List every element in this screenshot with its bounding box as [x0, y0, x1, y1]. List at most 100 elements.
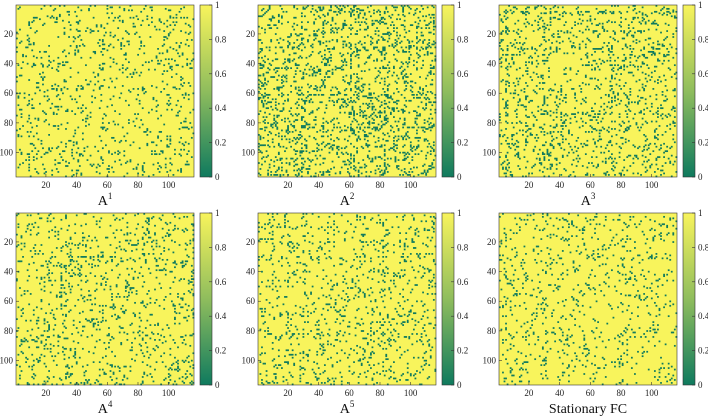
heatmap-cell: [40, 217, 43, 220]
heatmap-cell: [374, 96, 377, 99]
heatmap-cell: [581, 98, 584, 101]
heatmap-cell: [655, 48, 658, 50]
heatmap-cell: [32, 43, 35, 46]
heatmap-cell: [282, 174, 285, 176]
heatmap-cell: [57, 56, 60, 59]
heatmap-cell: [425, 107, 428, 110]
heatmap-cell: [141, 168, 144, 170]
heatmap-cell: [555, 108, 558, 111]
heatmap-cell: [186, 39, 189, 41]
heatmap-cell: [422, 129, 424, 132]
heatmap-cell: [134, 260, 136, 263]
heatmap-cell: [129, 159, 132, 161]
heatmap-cell: [368, 157, 371, 160]
heatmap-cell: [425, 104, 428, 107]
heatmap-cell: [657, 48, 659, 50]
heatmap-cell: [120, 248, 123, 251]
heatmap-cell: [383, 48, 386, 50]
heatmap-cell: [17, 64, 20, 67]
heatmap-cell: [158, 153, 161, 156]
heatmap-cell: [555, 49, 558, 52]
heatmap-cell: [169, 135, 172, 138]
heatmap-cell: [108, 151, 110, 154]
heatmap-cell: [423, 131, 426, 133]
heatmap-cell: [380, 120, 383, 123]
heatmap-cell: [350, 154, 352, 157]
heatmap-cell: [49, 279, 52, 282]
heatmap-cell: [80, 172, 83, 175]
heatmap-cell: [371, 37, 374, 40]
heatmap-cell: [325, 73, 328, 75]
heatmap-cell: [126, 221, 129, 224]
heatmap-cell: [345, 93, 348, 96]
heatmap-cell: [180, 83, 182, 86]
heatmap-cell: [299, 134, 302, 136]
heatmap-cell: [517, 33, 520, 35]
heatmap-cell: [336, 126, 339, 129]
heatmap-cell: [673, 125, 676, 127]
heatmap-cell: [75, 101, 78, 104]
heatmap-cell: [508, 5, 510, 7]
heatmap-cell: [112, 95, 115, 98]
heatmap-cell: [300, 42, 303, 44]
heatmap-cell: [541, 128, 544, 130]
heatmap-cell: [258, 148, 260, 151]
heatmap-cell: [281, 138, 283, 141]
heatmap-cell: [624, 93, 627, 96]
heatmap-cell: [181, 126, 184, 129]
heatmap-cell: [39, 102, 41, 105]
heatmap-cell: [660, 31, 662, 34]
heatmap-cell: [598, 33, 601, 35]
heatmap-cell: [515, 145, 518, 148]
heatmap-cell: [65, 264, 67, 267]
heatmap-cell: [57, 261, 60, 264]
heatmap-cell: [317, 15, 320, 18]
heatmap-cell: [644, 156, 647, 158]
heatmap-cell: [342, 160, 345, 163]
heatmap-cell: [124, 213, 127, 215]
heatmap-cell: [51, 85, 54, 87]
heatmap-cell: [572, 45, 575, 47]
heatmap-cell: [71, 285, 74, 288]
heatmap-cell: [69, 288, 72, 291]
heatmap-cell: [601, 50, 604, 53]
heatmap-cell: [343, 10, 346, 13]
heatmap-cell: [330, 24, 332, 27]
heatmap-cell: [611, 48, 613, 50]
heatmap-cell: [32, 359, 35, 362]
heatmap-cell: [307, 128, 309, 130]
heatmap-cell: [432, 67, 435, 70]
heatmap-cell: [670, 76, 673, 78]
heatmap-cell: [561, 154, 564, 157]
heatmap-cell: [403, 154, 406, 157]
heatmap-cell: [63, 353, 66, 356]
heatmap-cell: [422, 88, 424, 90]
heatmap-cell: [402, 24, 405, 27]
heatmap-cell: [357, 13, 360, 16]
heatmap-cell: [86, 27, 89, 29]
heatmap-cell: [178, 46, 181, 49]
heatmap-cell: [161, 45, 164, 47]
heatmap-cell: [655, 22, 658, 25]
heatmap-cell: [40, 342, 43, 344]
heatmap-cell: [641, 6, 644, 9]
heatmap-cell: [644, 13, 647, 16]
heatmap-cell: [69, 254, 72, 257]
heatmap-cell: [653, 131, 656, 133]
heatmap-cell: [282, 80, 285, 83]
heatmap-cell: [294, 86, 297, 89]
heatmap-cell: [420, 172, 423, 175]
heatmap-cell: [322, 122, 325, 124]
heatmap-cell: [641, 16, 644, 19]
heatmap-cell: [78, 269, 81, 272]
heatmap-cell: [323, 31, 326, 34]
heatmap-cell: [425, 77, 428, 80]
heatmap-cell: [627, 6, 630, 9]
heatmap-cell: [60, 291, 63, 294]
heatmap-cell: [140, 119, 143, 121]
heatmap-cell: [97, 258, 100, 261]
heatmap-cell: [333, 117, 335, 120]
heatmap-cell: [400, 169, 403, 172]
heatmap-cell: [81, 154, 84, 157]
x-tick-label: 20: [41, 180, 51, 190]
